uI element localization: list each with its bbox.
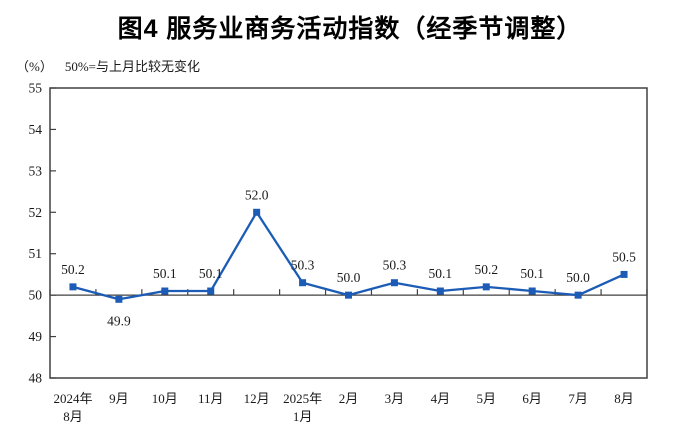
- x-axis-label-line2: 8月: [63, 409, 83, 424]
- x-axis-label: 11月: [198, 391, 224, 406]
- data-point-marker: [115, 295, 123, 303]
- x-axis-label: 12月: [244, 391, 270, 406]
- x-axis-label: 2025年: [283, 391, 322, 406]
- data-point-label: 50.0: [566, 270, 590, 285]
- x-axis-label-line2: 1月: [293, 409, 313, 424]
- data-point-marker: [390, 279, 398, 287]
- y-axis-label: 50: [29, 288, 43, 303]
- data-point-marker: [253, 208, 261, 216]
- x-axis-label: 6月: [522, 391, 542, 406]
- x-axis-label: 10月: [152, 391, 178, 406]
- x-axis-label: 5月: [477, 391, 497, 406]
- y-axis-label: 53: [29, 163, 43, 178]
- x-axis-label: 7月: [568, 391, 588, 406]
- data-point-label: 50.1: [199, 266, 223, 281]
- data-point-marker: [574, 291, 582, 299]
- data-point-marker: [436, 287, 444, 295]
- data-point-label: 52.0: [245, 187, 269, 202]
- y-axis-label: 55: [29, 81, 43, 96]
- chart-subtitle: （%） 50%=与上月比较无变化: [16, 56, 200, 75]
- data-point-marker: [482, 283, 490, 291]
- data-point-marker: [299, 279, 307, 287]
- data-point-label: 50.0: [337, 270, 361, 285]
- y-axis-label: 52: [29, 205, 43, 220]
- data-point-marker: [345, 291, 352, 299]
- y-axis-label: 54: [29, 122, 43, 137]
- data-point-label: 50.2: [474, 262, 498, 277]
- x-axis-label: 8月: [614, 391, 634, 406]
- series-line: [71, 211, 626, 301]
- data-point-label: 50.2: [61, 262, 85, 277]
- y-axis-label: 51: [29, 246, 43, 261]
- data-point-label: 50.1: [153, 266, 177, 281]
- y-axis-label: 49: [29, 329, 43, 344]
- unit-label: （%）: [16, 59, 53, 74]
- data-point-label: 50.5: [612, 249, 636, 264]
- data-point-marker: [207, 287, 215, 295]
- baseline-note: 50%=与上月比较无变化: [64, 59, 201, 74]
- data-point-marker: [161, 287, 169, 295]
- data-point-label: 49.9: [107, 313, 131, 328]
- data-point-marker: [620, 270, 628, 278]
- x-axis-label: 2024年: [53, 391, 92, 406]
- data-point-marker: [69, 283, 77, 291]
- plot-frame: [49, 87, 648, 379]
- x-axis-label: 3月: [385, 391, 405, 406]
- y-axis-label: 48: [29, 371, 43, 386]
- chart-title: 图4 服务业商务活动指数（经季节调整）: [117, 15, 583, 43]
- data-point-label: 50.1: [429, 266, 453, 281]
- x-axis-label: 4月: [431, 391, 451, 406]
- data-point-label: 50.3: [291, 258, 315, 273]
- x-axis-label: 2月: [339, 391, 359, 406]
- data-point-label: 50.1: [520, 266, 544, 281]
- data-point-marker: [528, 287, 536, 295]
- x-axis-label: 9月: [109, 391, 129, 406]
- data-point-label: 50.3: [383, 258, 407, 273]
